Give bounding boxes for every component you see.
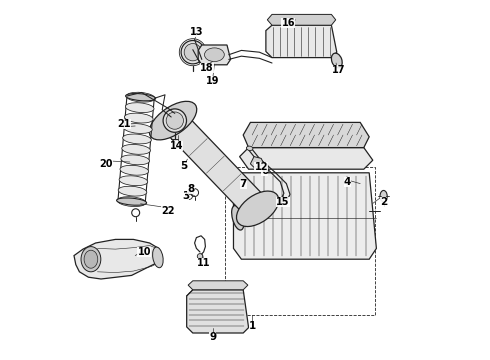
Text: 12: 12 xyxy=(254,162,268,172)
Ellipse shape xyxy=(118,186,147,196)
Polygon shape xyxy=(188,281,248,290)
Text: 18: 18 xyxy=(200,63,214,73)
Ellipse shape xyxy=(81,247,101,272)
Ellipse shape xyxy=(84,250,98,268)
Polygon shape xyxy=(233,173,376,259)
Polygon shape xyxy=(163,111,268,218)
Ellipse shape xyxy=(197,253,203,259)
Polygon shape xyxy=(266,25,337,58)
Ellipse shape xyxy=(232,206,244,230)
Ellipse shape xyxy=(262,163,268,172)
Ellipse shape xyxy=(117,197,146,207)
Text: 3: 3 xyxy=(182,191,189,201)
Ellipse shape xyxy=(166,112,183,129)
Ellipse shape xyxy=(120,165,148,175)
Ellipse shape xyxy=(331,53,342,68)
Ellipse shape xyxy=(152,247,163,268)
Text: 22: 22 xyxy=(161,206,174,216)
Ellipse shape xyxy=(124,113,153,123)
Text: 19: 19 xyxy=(206,76,220,86)
Ellipse shape xyxy=(281,198,286,205)
Ellipse shape xyxy=(184,44,201,61)
Text: 4: 4 xyxy=(344,177,351,187)
Text: 14: 14 xyxy=(170,141,183,151)
Polygon shape xyxy=(250,157,263,167)
Ellipse shape xyxy=(237,191,279,226)
Text: 10: 10 xyxy=(138,247,151,257)
Text: 13: 13 xyxy=(190,27,203,37)
Polygon shape xyxy=(187,290,248,333)
Text: 1: 1 xyxy=(248,321,256,331)
Text: 2: 2 xyxy=(380,197,387,207)
Ellipse shape xyxy=(181,40,204,64)
Text: 15: 15 xyxy=(276,197,290,207)
Polygon shape xyxy=(74,239,162,279)
Ellipse shape xyxy=(125,103,154,113)
Text: 11: 11 xyxy=(197,258,210,268)
Text: 20: 20 xyxy=(99,159,113,169)
Ellipse shape xyxy=(246,146,253,150)
Text: 17: 17 xyxy=(332,65,345,75)
Polygon shape xyxy=(268,14,336,25)
Polygon shape xyxy=(198,45,231,65)
Text: 8: 8 xyxy=(187,184,195,194)
Ellipse shape xyxy=(123,123,152,134)
Bar xyxy=(225,167,374,315)
Polygon shape xyxy=(243,122,369,148)
Ellipse shape xyxy=(149,101,197,140)
Ellipse shape xyxy=(126,92,155,102)
Ellipse shape xyxy=(122,144,150,154)
Ellipse shape xyxy=(117,198,147,205)
Ellipse shape xyxy=(380,190,387,202)
Polygon shape xyxy=(240,148,373,169)
Text: 6: 6 xyxy=(261,166,269,176)
Text: 21: 21 xyxy=(118,119,131,129)
Ellipse shape xyxy=(119,176,147,186)
Ellipse shape xyxy=(125,94,156,101)
Text: 16: 16 xyxy=(281,18,295,28)
Ellipse shape xyxy=(163,109,187,132)
Text: 7: 7 xyxy=(240,179,247,189)
Text: 5: 5 xyxy=(180,161,188,171)
Text: 9: 9 xyxy=(209,332,216,342)
Ellipse shape xyxy=(121,155,149,165)
Ellipse shape xyxy=(204,48,224,62)
Ellipse shape xyxy=(122,134,151,144)
